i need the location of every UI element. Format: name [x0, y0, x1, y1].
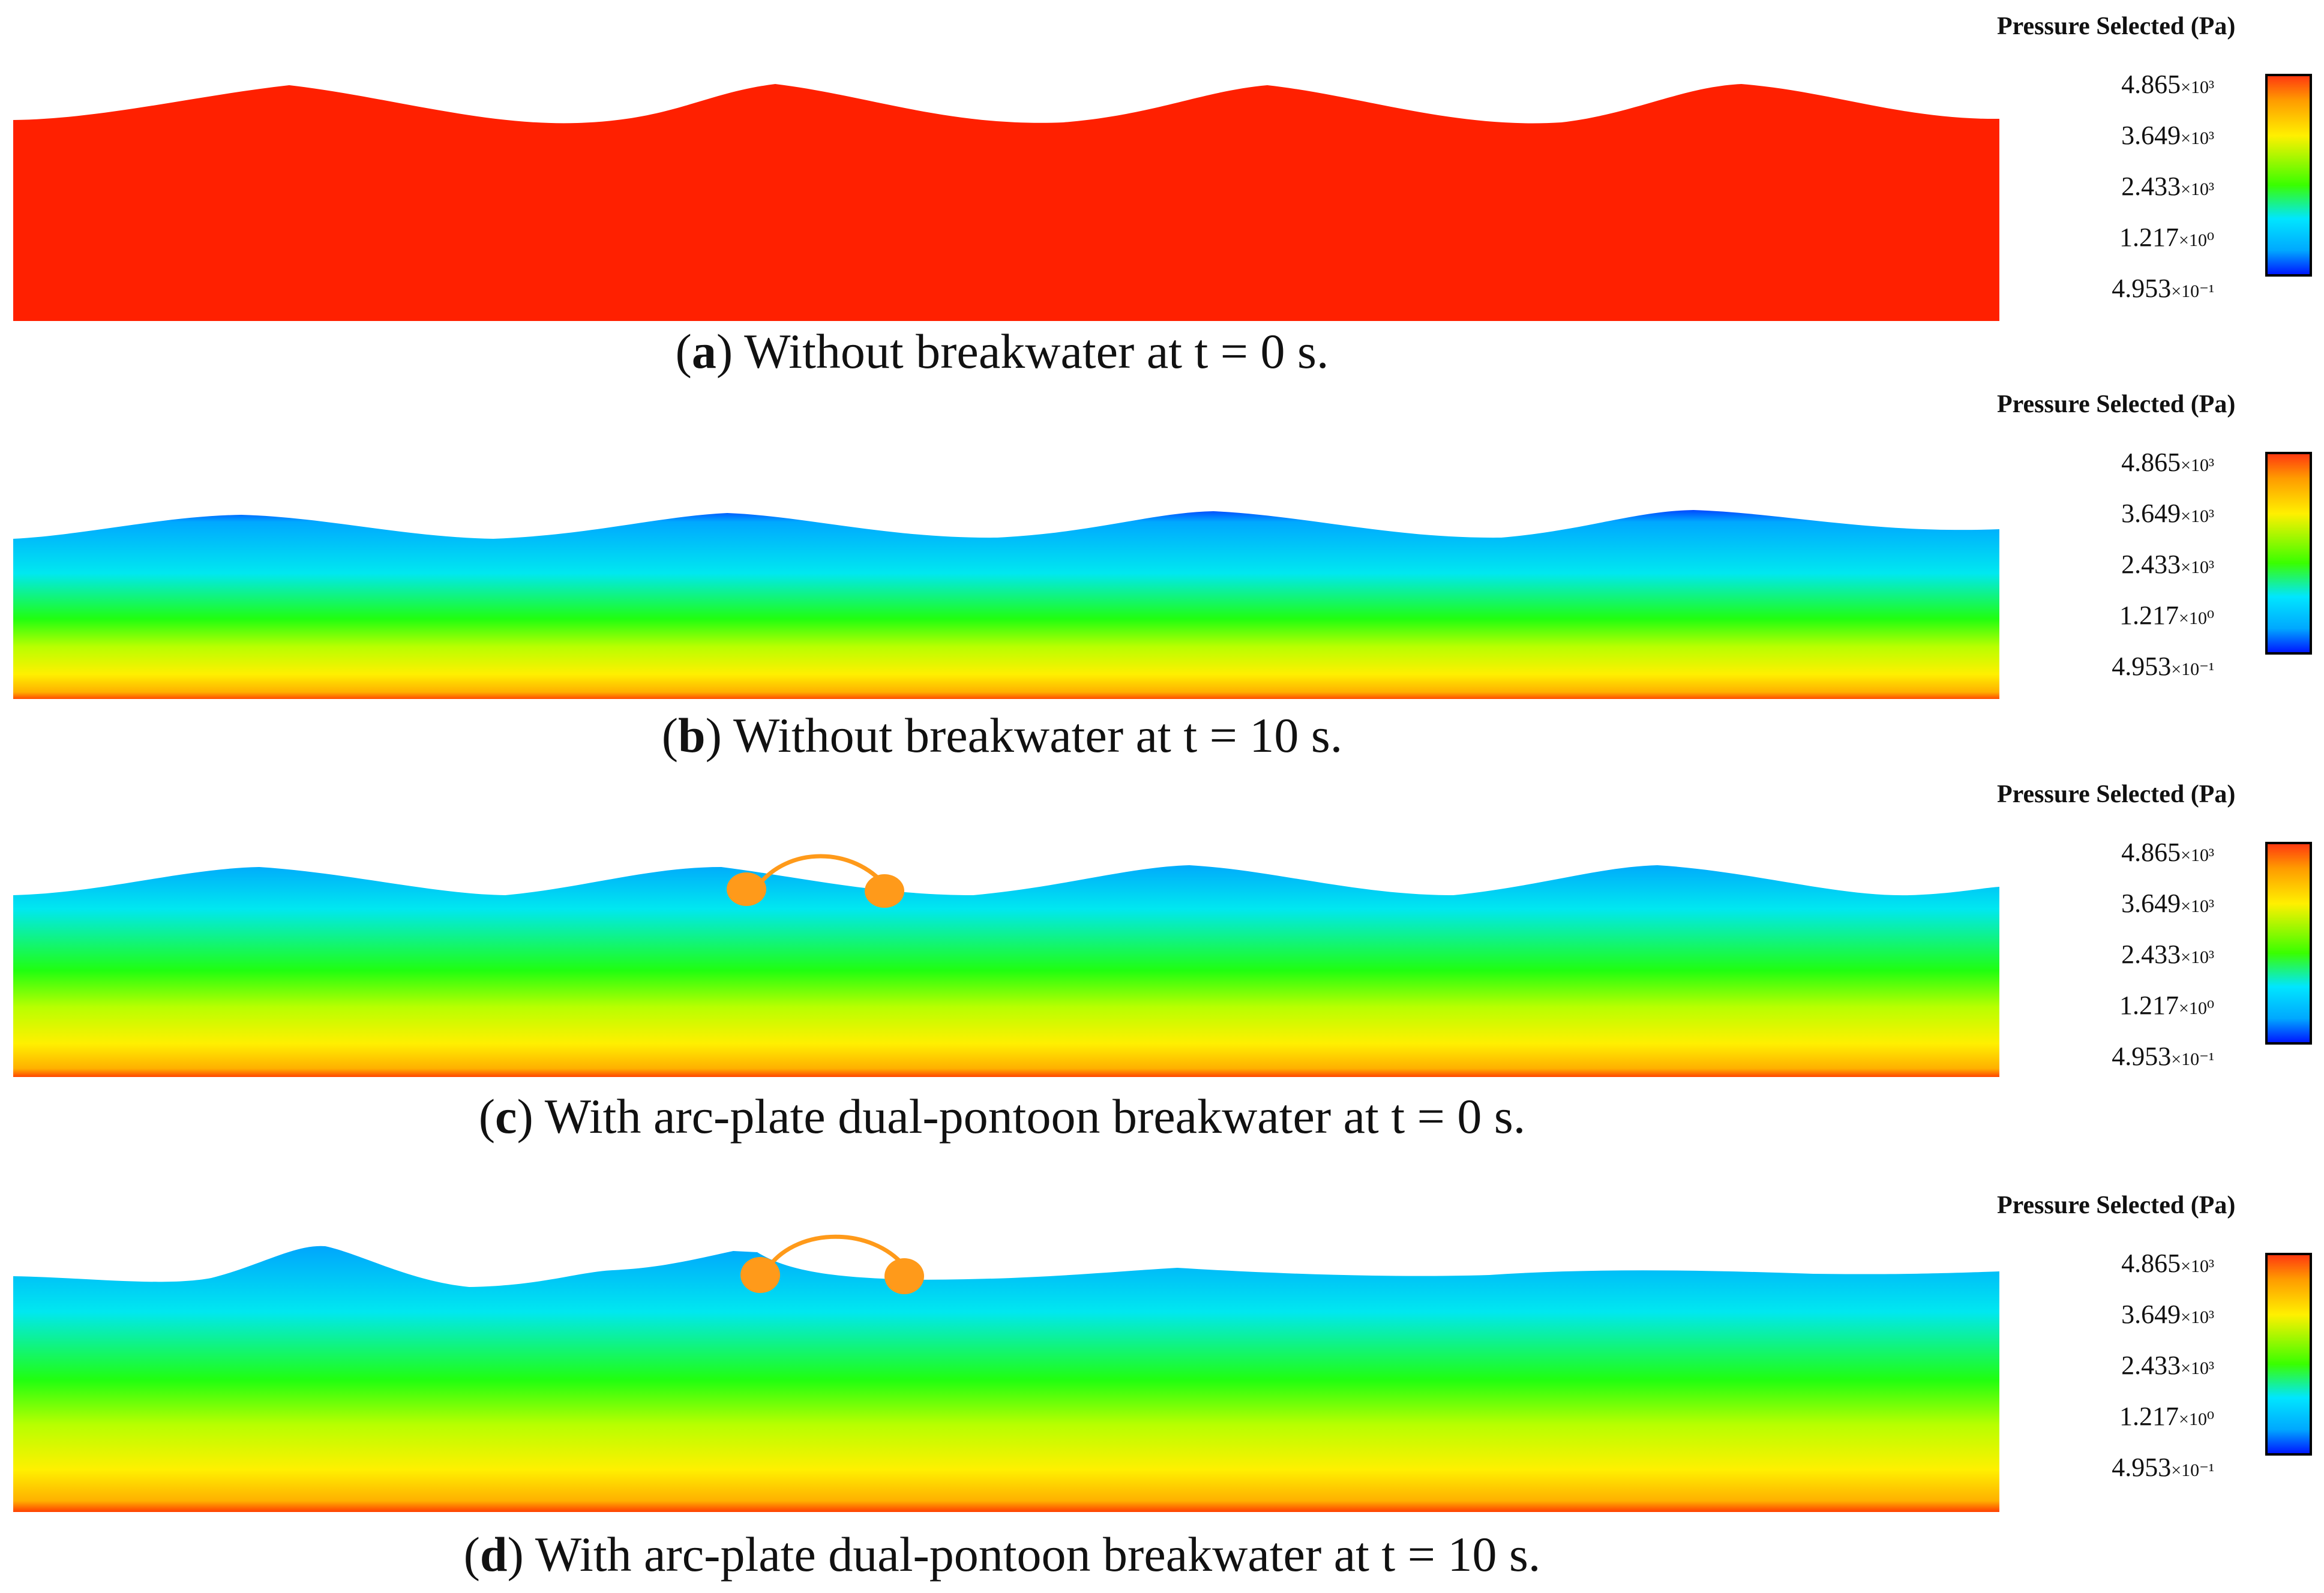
pressure-field-c	[13, 854, 1999, 1077]
tick-label: 2.433×10³	[2121, 1351, 2214, 1380]
legend-title: Pressure Selected (Pa)	[1997, 1192, 2236, 1219]
pontoon-right	[865, 874, 904, 908]
pressure-field-a	[13, 84, 1999, 321]
tick-label: 2.433×10³	[2121, 940, 2214, 969]
tick-label: 4.953×10⁻¹	[2112, 1042, 2214, 1071]
tick-label: 4.953×10⁻¹	[2112, 652, 2214, 681]
pressure-legend: Pressure Selected (Pa) 4.865×10³ 3.649×1…	[1980, 12, 2316, 324]
tick-label: 3.649×10³	[2121, 1300, 2214, 1329]
water-body	[13, 1246, 1999, 1512]
tick-label: 4.865×10³	[2121, 448, 2214, 477]
tick-label: 4.865×10³	[2121, 838, 2214, 867]
caption-d: (d) With arc-plate dual-pontoon breakwat…	[463, 1527, 1541, 1582]
pressure-legend: Pressure Selected (Pa) 4.865×10³ 3.649×1…	[1980, 780, 2316, 1092]
tick-label: 1.217×10⁰	[2119, 1402, 2214, 1431]
colorbar	[2265, 842, 2312, 1045]
water-body	[13, 510, 1999, 699]
tick-label: 2.433×10³	[2121, 172, 2214, 201]
pontoon-left	[740, 1257, 780, 1293]
pressure-legend: Pressure Selected (Pa) 4.865×10³ 3.649×1…	[1980, 390, 2316, 702]
caption-a: (a) Without breakwater at t = 0 s.	[675, 324, 1329, 379]
arc-plate	[755, 854, 888, 889]
caption-b: (b) Without breakwater at t = 10 s.	[661, 708, 1343, 763]
legend-title: Pressure Selected (Pa)	[1997, 781, 2236, 808]
tick-label: 3.649×10³	[2121, 889, 2214, 918]
tick-label: 1.217×10⁰	[2119, 601, 2214, 630]
tick-label: 3.649×10³	[2121, 499, 2214, 528]
pressure-field-b	[13, 510, 1999, 699]
pressure-field-d	[13, 1234, 1999, 1512]
breakwater	[740, 1234, 924, 1294]
tick-label: 3.649×10³	[2121, 121, 2214, 150]
colorbar	[2265, 452, 2312, 655]
breakwater	[727, 854, 904, 908]
legend-title: Pressure Selected (Pa)	[1997, 13, 2236, 40]
tick-label: 4.865×10³	[2121, 70, 2214, 99]
colorbar	[2265, 74, 2312, 277]
arc-plate	[767, 1234, 906, 1268]
tick-label: 1.217×10⁰	[2119, 991, 2214, 1020]
colorbar	[2265, 1253, 2312, 1456]
tick-label: 4.865×10³	[2121, 1249, 2214, 1278]
tick-label: 2.433×10³	[2121, 550, 2214, 579]
water-body	[13, 865, 1999, 1077]
legend-title: Pressure Selected (Pa)	[1997, 391, 2236, 418]
caption-c: (c) With arc-plate dual-pontoon breakwat…	[478, 1089, 1526, 1144]
pontoon-right	[884, 1258, 924, 1294]
tick-label: 4.953×10⁻¹	[2112, 1453, 2214, 1482]
pressure-legend: Pressure Selected (Pa) 4.865×10³ 3.649×1…	[1980, 1191, 2316, 1503]
tick-label: 1.217×10⁰	[2119, 223, 2214, 252]
tick-label: 4.953×10⁻¹	[2112, 274, 2214, 303]
pontoon-left	[727, 872, 766, 906]
water-body	[13, 84, 1999, 321]
